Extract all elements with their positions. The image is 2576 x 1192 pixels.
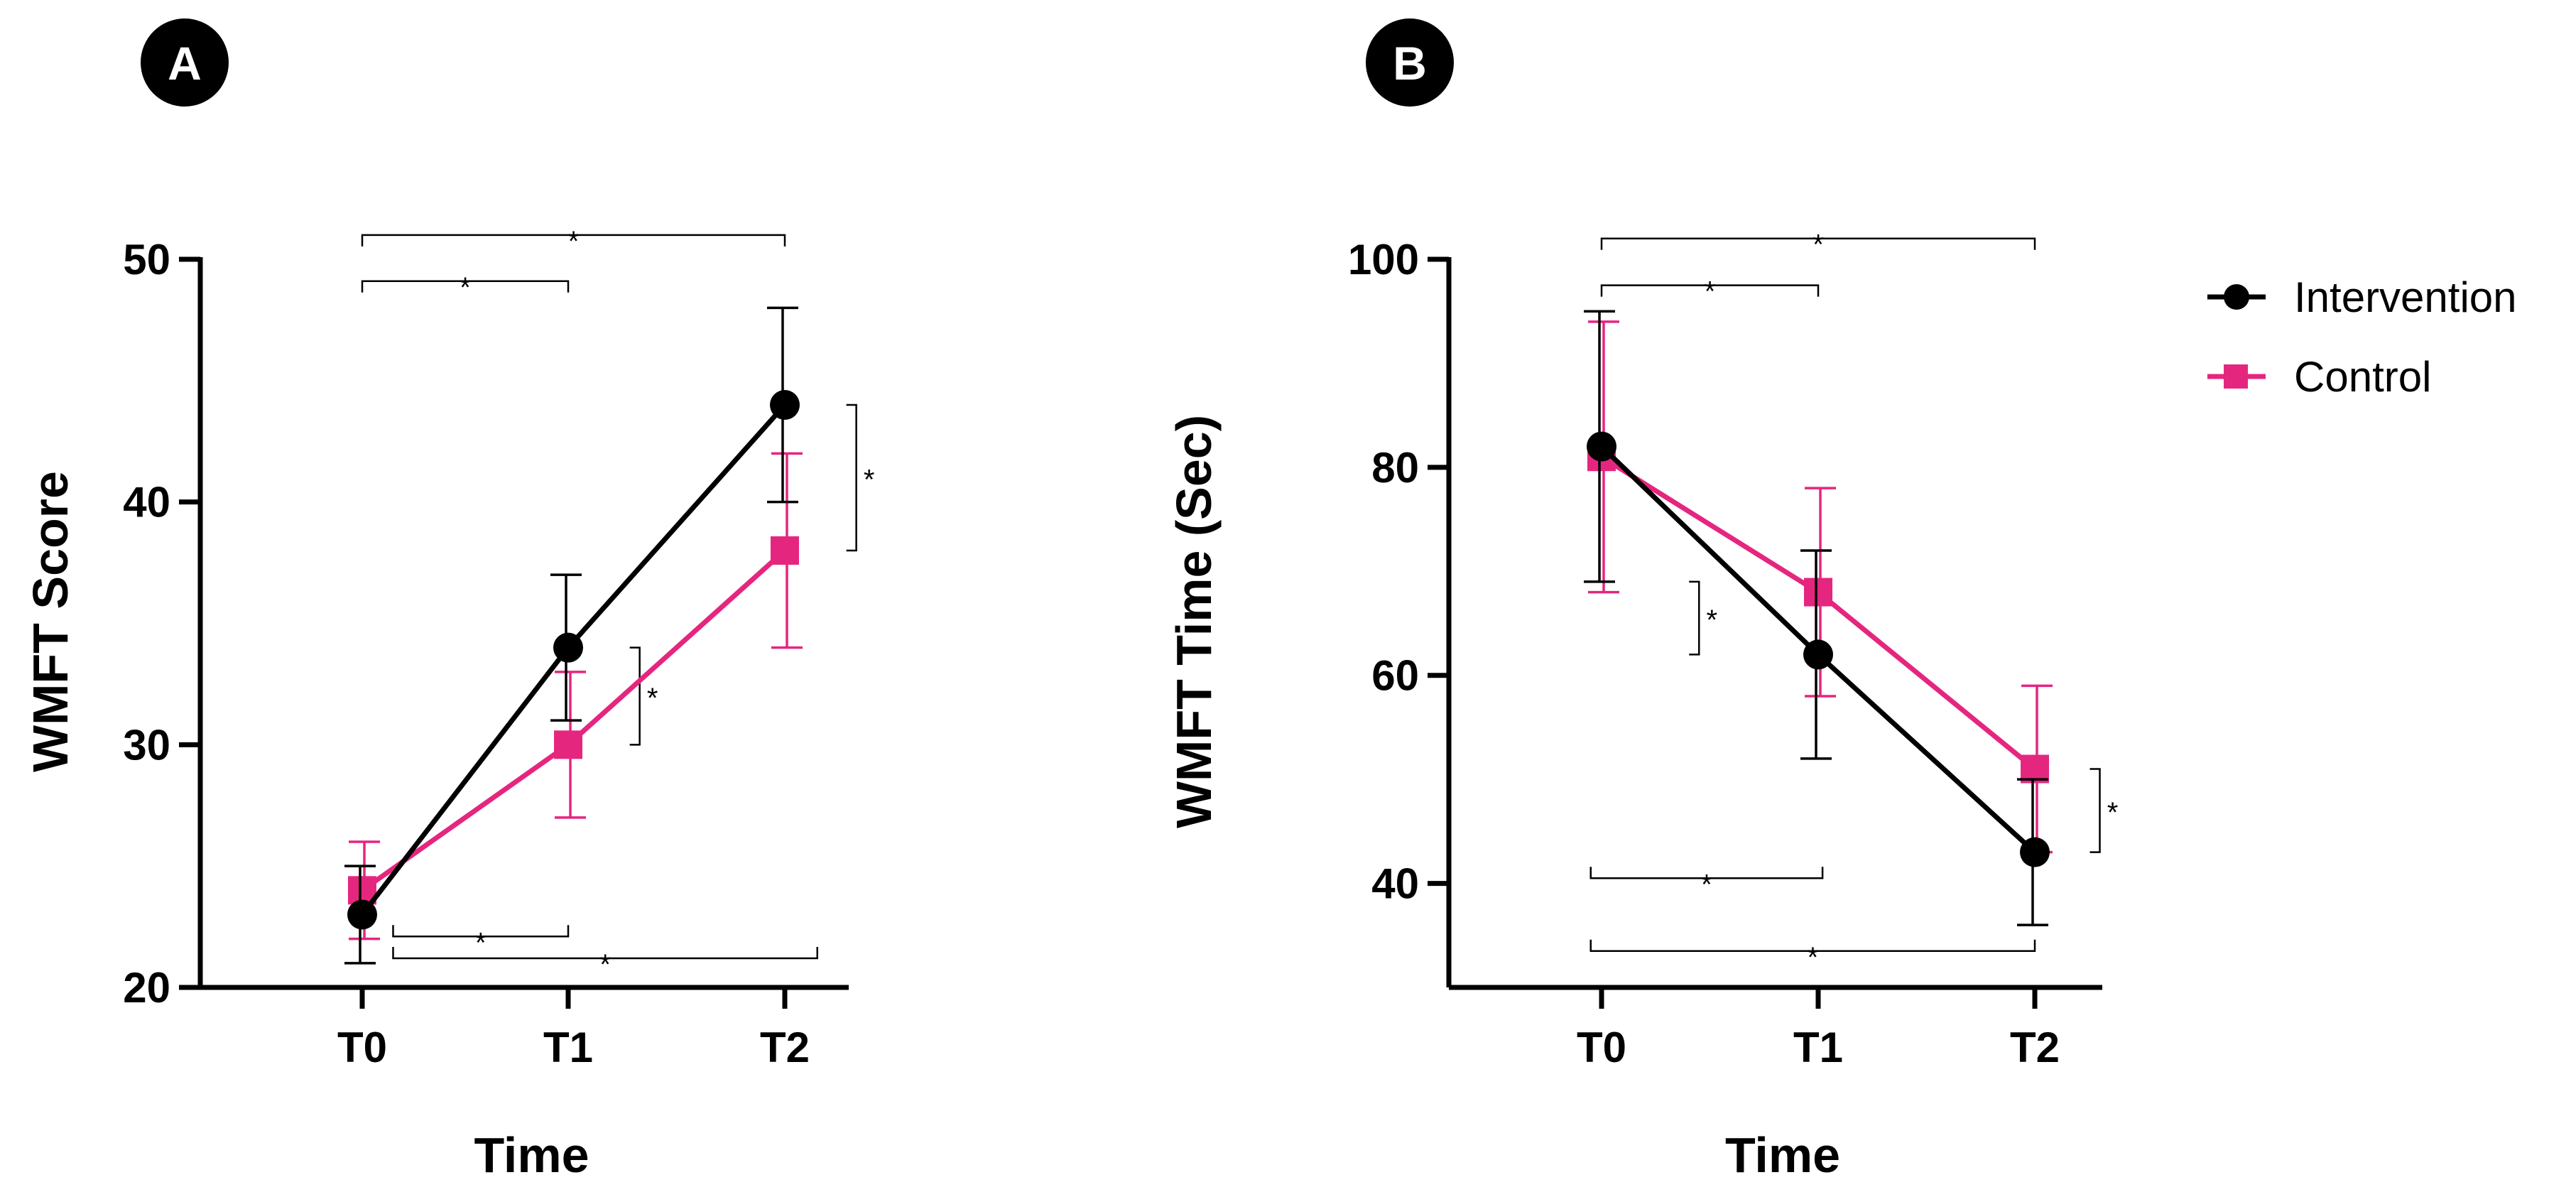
significance-bracket-line (1600, 237, 2036, 250)
legend-marker (2224, 364, 2248, 389)
data-point (2020, 837, 2050, 867)
y-axis-title: WMFT Time (Sec) (1166, 415, 1222, 828)
y-tick-label: 60 (1371, 652, 1419, 700)
significance-bracket-line (392, 947, 818, 960)
legend-label: Intervention (2294, 273, 2517, 321)
data-point (553, 632, 583, 663)
significance-star: * (864, 465, 875, 496)
data-point (1587, 431, 1616, 462)
significance-star: * (475, 927, 487, 958)
significance-bracket: * (361, 226, 786, 257)
significance-bracket: * (361, 272, 570, 303)
data-point (554, 730, 582, 759)
significance-star: * (1701, 869, 1712, 900)
significance-star: * (1706, 605, 1717, 636)
data-point (771, 536, 799, 565)
significance-bracket-line (2089, 768, 2101, 853)
panel-badge: A (141, 18, 229, 107)
significance-bracket: * (1689, 580, 1717, 656)
panel-b-chart: B 40 60 80 100 T0 T1 T2 Time WMFT Time (Sec) * * * * *… (1166, 18, 2118, 1183)
significance-bracket-line (846, 403, 857, 552)
significance-bracket: * (1589, 867, 1824, 900)
significance-bracket-line (629, 646, 641, 746)
significance-bracket: * (1600, 276, 1820, 308)
data-point (770, 390, 800, 420)
legend-item: Intervention (2207, 273, 2517, 321)
significance-star: * (647, 683, 658, 714)
panel-badge-circle (1366, 18, 1454, 107)
significance-bracket: * (2089, 768, 2119, 853)
significance-star: * (2107, 797, 2119, 828)
x-tick-label: T1 (543, 1024, 593, 1071)
series-intervention (1584, 310, 2050, 926)
x-axis-title: Time (474, 1127, 589, 1183)
legend: Intervention Control (2207, 273, 2517, 401)
panel-badge-circle (141, 18, 229, 107)
legend-label: Control (2294, 353, 2431, 401)
data-point (347, 899, 377, 930)
significance-bracket-line (1589, 939, 2036, 952)
y-tick-label: 20 (123, 964, 170, 1012)
series-intervention (344, 306, 800, 965)
x-tick-label: T0 (1577, 1024, 1626, 1071)
legend-marker (2224, 284, 2249, 310)
significance-star: * (568, 226, 580, 257)
panel-badge-label: A (168, 37, 202, 90)
series-line (1600, 455, 2037, 771)
x-axis-title: Time (1725, 1127, 1840, 1183)
y-tick-label: 30 (123, 721, 170, 769)
y-tick-label: 40 (1371, 860, 1419, 908)
x-tick-label: T2 (760, 1024, 810, 1071)
panel-badge: B (1366, 18, 1454, 107)
significance-star: * (1705, 276, 1716, 308)
y-axis-title: WMFT Score (23, 471, 78, 772)
significance-bracket: * (1600, 229, 2036, 261)
y-tick-label: 80 (1371, 444, 1419, 492)
data-point (1803, 639, 1833, 670)
significance-bracket: * (392, 947, 818, 980)
significance-bracket-line (361, 280, 570, 293)
x-tick-label: T1 (1793, 1024, 1843, 1071)
y-tick-label: 40 (123, 479, 170, 526)
significance-bracket: * (392, 925, 570, 958)
significance-star: * (1813, 229, 1824, 261)
significance-bracket: * (1589, 939, 2036, 973)
y-tick-label: 100 (1348, 236, 1419, 283)
significance-star: * (599, 949, 611, 980)
significance-star: * (460, 272, 471, 303)
significance-bracket: * (846, 403, 875, 552)
significance-bracket-line (1589, 867, 1824, 879)
significance-bracket: * (629, 646, 658, 746)
data-point (1804, 578, 1832, 607)
y-tick-label: 50 (123, 236, 170, 283)
panel-badge-label: B (1393, 37, 1427, 90)
x-tick-label: T2 (2010, 1024, 2060, 1071)
panel-a-chart: A 20 30 40 50 T0 T1 T2 Time WMFT Score * * * * * * (23, 18, 874, 1183)
significance-bracket-line (1600, 284, 1820, 297)
significance-bracket-line (361, 234, 786, 246)
legend-item: Control (2207, 353, 2431, 401)
x-tick-label: T0 (337, 1024, 387, 1071)
significance-bracket-line (392, 925, 570, 938)
series-control (1587, 320, 2053, 854)
significance-star: * (1808, 942, 1819, 973)
series-control (348, 452, 803, 941)
significance-bracket-line (1689, 580, 1700, 656)
